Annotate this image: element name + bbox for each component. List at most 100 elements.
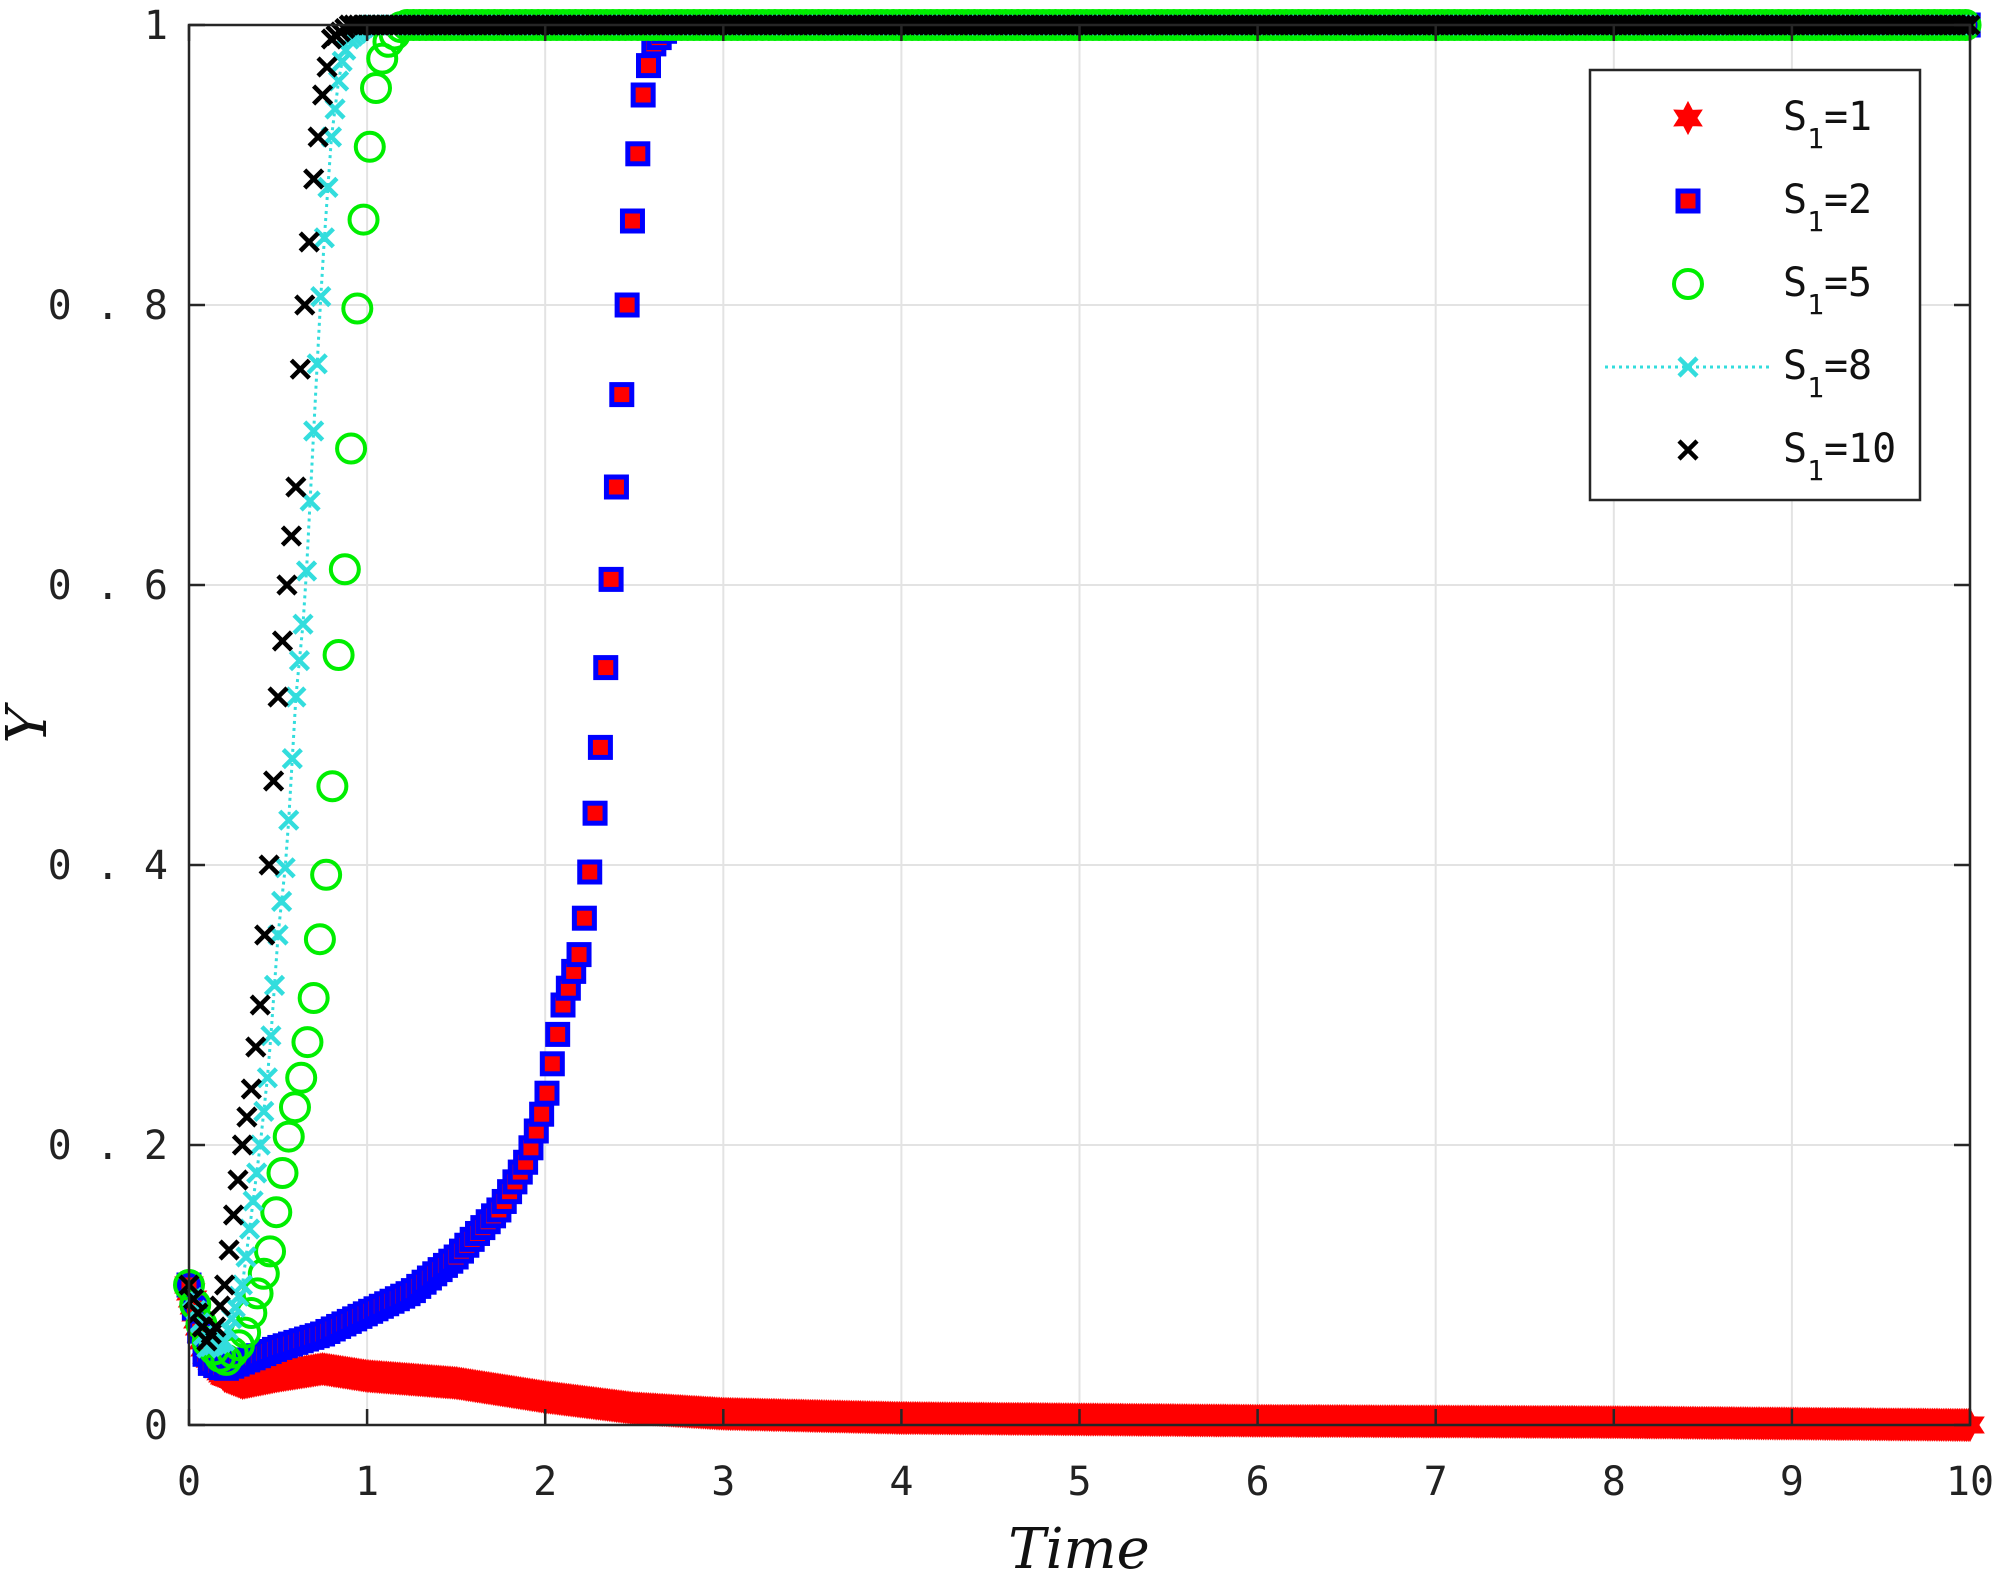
data-point (238, 1218, 261, 1240)
data-point (285, 686, 307, 708)
data-point (298, 231, 320, 253)
x-tick-label: 5 (1067, 1459, 1091, 1505)
legend-marker (1673, 100, 1703, 136)
x-tick-label: 7 (1424, 1459, 1448, 1505)
y-tick-label: 1 (144, 3, 168, 49)
x-tick-label: 1 (355, 1459, 379, 1505)
data-point (289, 358, 311, 380)
legend-label-value: =10 (1824, 426, 1896, 472)
legend-entry: S1=2 (1675, 177, 1872, 238)
legend-entry: S1=10 (1677, 426, 1896, 487)
legend-label: S1=5 (1783, 260, 1872, 321)
data-point (295, 560, 318, 582)
data-point (258, 854, 280, 876)
legend-label-sub: 1 (1807, 288, 1824, 321)
legend-label-value: =5 (1824, 260, 1872, 306)
legend-label-sub: 1 (1807, 454, 1824, 487)
legend-marker (1675, 188, 1701, 214)
legend-entry: S1=1 (1673, 94, 1872, 155)
data-point (571, 905, 597, 931)
data-point (614, 292, 640, 318)
data-point (231, 1134, 254, 1156)
data-point (313, 227, 335, 249)
data-point (534, 1080, 560, 1106)
data-point (316, 770, 349, 803)
x-tick-label: 6 (1246, 1459, 1270, 1505)
data-point (577, 859, 603, 885)
y-tick-label: 0 . 8 (48, 283, 168, 329)
data-point (619, 208, 645, 234)
data-point (249, 994, 271, 1016)
data-point (278, 809, 300, 831)
legend-label-value: =1 (1824, 94, 1872, 140)
data-point (297, 982, 330, 1014)
data-point (603, 474, 629, 500)
data-point (307, 126, 329, 148)
x-tick-label: 9 (1780, 1459, 1804, 1505)
data-point (276, 574, 298, 596)
data-point (322, 639, 355, 671)
data-point (587, 734, 613, 760)
data-point (593, 655, 619, 681)
data-point (317, 176, 339, 198)
legend-label-sub: 1 (1807, 205, 1824, 238)
legend-label: S1=10 (1783, 426, 1896, 487)
x-tick-label: 0 (177, 1459, 201, 1505)
legend-label-base: S (1783, 426, 1807, 472)
data-point (598, 566, 624, 592)
data-point (353, 130, 386, 163)
data-point (245, 1036, 267, 1058)
data-point (267, 686, 289, 708)
data-point (545, 1021, 571, 1047)
data-point (291, 1026, 324, 1059)
data-point (218, 1239, 240, 1261)
data-point (625, 141, 651, 167)
data-point (310, 858, 343, 891)
data-point (278, 1091, 311, 1124)
data-point (630, 82, 656, 108)
data-point (214, 1274, 236, 1296)
y-tick-label: 0 . 6 (48, 563, 168, 609)
data-point (205, 1316, 227, 1338)
data-point (272, 1120, 305, 1153)
data-point (292, 613, 314, 635)
data-point (347, 203, 380, 236)
legend-marker (1677, 356, 1699, 378)
data-point (316, 56, 338, 78)
data-point (254, 1235, 287, 1268)
data-point (254, 924, 276, 946)
legend-label-sub: 1 (1807, 122, 1824, 155)
data-point (256, 1067, 278, 1089)
data-point (263, 770, 285, 792)
ticks (187, 23, 1972, 1427)
data-point (187, 1302, 209, 1324)
data-point (366, 42, 399, 75)
x-axis-title: Time (1008, 1517, 1150, 1574)
x-tick-label: 4 (889, 1459, 913, 1505)
data-point (360, 72, 393, 104)
x-tick-label: 8 (1602, 1459, 1626, 1505)
data-point (260, 1196, 293, 1229)
x-tick-label: 10 (1946, 1459, 1994, 1505)
data-point (209, 1295, 231, 1317)
data-point (253, 1100, 275, 1122)
data-point (328, 553, 361, 586)
legend-label-base: S (1783, 177, 1807, 223)
data-point (222, 1204, 245, 1226)
data-point (310, 286, 332, 308)
legend: S1=1S1=2S1=5S1=8S1=10 (1588, 68, 1922, 502)
data-point (271, 630, 294, 652)
data-point (311, 84, 334, 106)
legend-label: S1=2 (1783, 177, 1872, 238)
legend-label: S1=1 (1783, 94, 1872, 155)
data-point (266, 1157, 299, 1189)
legend-entry: S1=8 (1605, 343, 1872, 404)
data-point (288, 650, 311, 672)
data-point (285, 1061, 318, 1094)
x-tick-label: 2 (533, 1459, 557, 1505)
data-point (236, 1106, 258, 1128)
data-point (271, 890, 293, 912)
legend-box (1588, 68, 1922, 502)
legend-label-value: =8 (1824, 343, 1872, 389)
